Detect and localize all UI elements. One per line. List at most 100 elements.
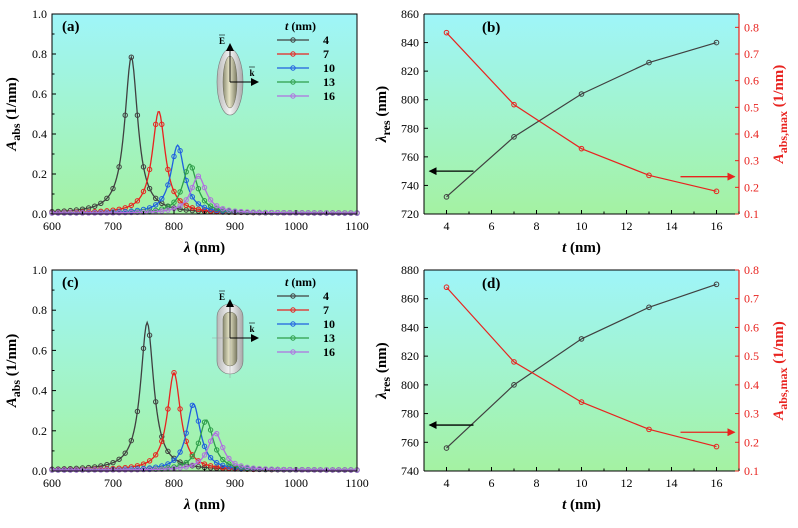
legend-label-t13: 13	[323, 75, 335, 89]
data-point-t10	[177, 147, 183, 154]
panel-b-resonance-vs-thickness: 4 6 8 10 12 14 16 720 740 760 780 800 820 840 860 0.1 0.…	[374, 7, 790, 256]
data-point-t7	[146, 458, 153, 464]
y-left-tick-label: 840	[401, 36, 419, 50]
plot-background	[52, 14, 357, 214]
y-left-axis-title: λres (nm)	[374, 342, 393, 399]
plot-background	[52, 270, 357, 471]
y-right-tick-label: 0.7	[744, 292, 759, 306]
panel-label: (b)	[482, 20, 500, 36]
data-point-t16	[92, 210, 98, 216]
legend-label-t16: 16	[323, 345, 335, 359]
data-point-t10	[189, 194, 196, 200]
a-abs-max-line	[446, 32, 717, 192]
data-point-t16	[177, 465, 183, 471]
data-point-t16	[201, 452, 208, 458]
data-point-t10	[159, 196, 165, 202]
y-left-tick-label: 860	[401, 7, 419, 21]
legend-label-t16: 16	[323, 89, 335, 103]
x-tick-label: 800	[165, 476, 183, 490]
a-abs-max-point	[646, 426, 652, 433]
data-point-t16	[189, 184, 196, 191]
y-left-tick-label: 800	[401, 378, 419, 392]
data-point-t13	[201, 419, 208, 425]
data-point-t4	[153, 195, 159, 202]
data-point-t4	[146, 332, 153, 338]
data-point-t16	[220, 444, 226, 451]
legend-marker-t16	[290, 349, 296, 355]
y-right-tick-label: 0.8	[744, 20, 759, 34]
data-point-t4	[177, 206, 183, 212]
data-point-t16	[336, 210, 342, 216]
data-point-t16	[305, 210, 311, 216]
data-point-t7	[128, 202, 135, 209]
data-point-t4	[116, 456, 122, 462]
data-point-t16	[153, 466, 159, 473]
x-tick-label: 16	[711, 219, 723, 233]
x-tick-label: 600	[43, 219, 61, 233]
data-point-t10	[189, 402, 196, 408]
data-point-t16	[116, 467, 122, 473]
y-right-tick-label: 0.3	[744, 407, 759, 421]
data-point-t4	[104, 195, 110, 202]
data-point-t4	[140, 164, 147, 170]
y-tick-label: 0.6	[32, 87, 47, 101]
data-point-t16	[256, 209, 263, 216]
legend-marker-t10	[290, 321, 296, 327]
data-point-t16	[122, 467, 128, 473]
y-right-tick-label: 0.4	[744, 127, 759, 141]
x-axis-title: t (nm)	[562, 240, 601, 256]
data-point-t13	[226, 461, 232, 467]
data-point-t10	[165, 182, 171, 188]
x-tick-label: 700	[104, 476, 122, 490]
y-left-tick-label: 760	[401, 150, 419, 164]
lambda-res-line	[446, 283, 717, 449]
panel-a-absorption-spectra: 600 700 800 900 1000 1100 0.0 0.2 0.4 0.6 0.8 1.0 λ …	[4, 7, 369, 256]
data-point-t16	[323, 210, 330, 216]
lambda-res-point	[511, 382, 517, 388]
legend-marker-t10	[290, 65, 296, 71]
a-abs-max-point	[713, 443, 720, 450]
data-point-t16	[55, 467, 61, 473]
y-tick-label: 0.0	[32, 464, 47, 478]
legend-label-t7: 7	[323, 303, 329, 317]
data-point-t4	[153, 399, 159, 405]
panel-label: (a)	[62, 19, 80, 35]
lambda-res-point	[443, 445, 450, 451]
legend-label-t10: 10	[323, 61, 335, 75]
x-tick-label: 12	[621, 219, 633, 233]
panel-label: (d)	[482, 276, 500, 292]
data-point-t16	[116, 210, 122, 216]
data-point-t7	[159, 121, 165, 128]
y-right-tick-label: 0.6	[744, 320, 759, 334]
data-point-t7	[165, 406, 171, 412]
legend-label-t4: 4	[323, 33, 329, 47]
data-point-t16	[122, 209, 128, 216]
y-left-axis-title: λres (nm)	[374, 86, 393, 143]
data-point-t16	[140, 466, 147, 473]
data-point-t13	[220, 456, 226, 463]
data-point-t7	[140, 188, 147, 195]
data-point-t16	[226, 207, 232, 213]
data-point-t16	[85, 467, 92, 473]
lambda-res-line	[446, 41, 717, 198]
legend-label-t7: 7	[323, 47, 329, 61]
panel-label: (c)	[62, 275, 79, 291]
a-abs-max-point	[646, 172, 652, 179]
data-point-t4	[165, 448, 171, 455]
data-point-t4	[79, 206, 86, 212]
data-point-t16	[67, 210, 74, 216]
data-point-t16	[287, 466, 293, 473]
y-left-tick-label: 780	[401, 407, 419, 421]
data-point-t16	[98, 210, 104, 216]
data-point-t16	[195, 173, 202, 179]
x-tick-label: 900	[226, 476, 244, 490]
data-point-t16	[281, 466, 287, 473]
y-left-tick-label: 820	[401, 64, 419, 78]
data-point-t16	[128, 209, 135, 216]
data-point-t16	[134, 209, 141, 216]
y-right-tick-label: 0.5	[744, 100, 759, 114]
y-right-tick-label: 0.4	[744, 378, 759, 392]
data-point-t16	[195, 459, 202, 465]
data-point-t16	[238, 463, 244, 469]
data-point-t13	[195, 440, 202, 446]
